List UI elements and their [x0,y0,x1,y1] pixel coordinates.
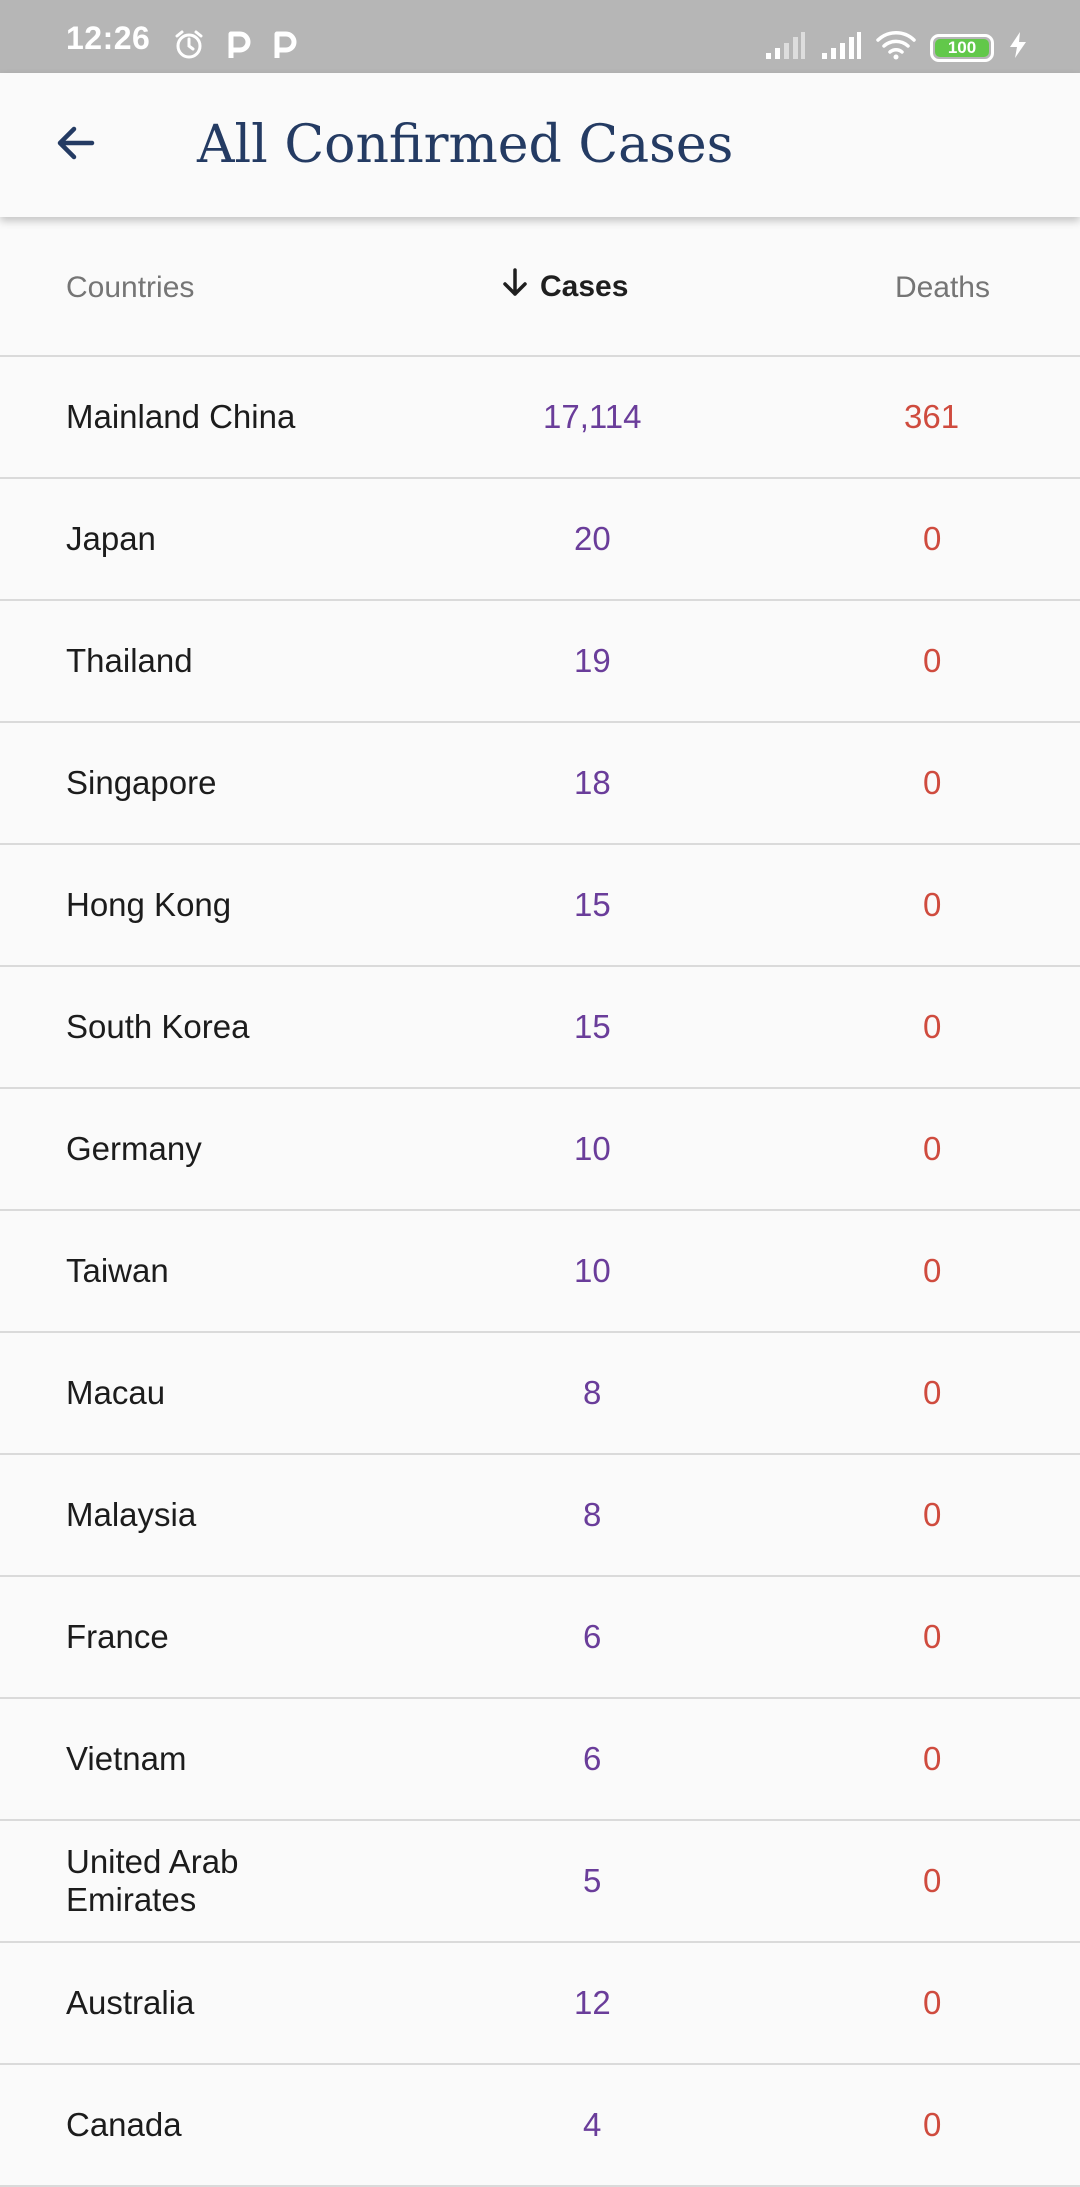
deaths-cell: 0 [923,520,942,557]
cases-cell: 4 [583,2106,602,2143]
deaths-cell: 0 [923,1618,942,1655]
table-header: Countries Cases Deaths [0,217,1080,357]
column-header-cases[interactable]: Cases [500,267,628,307]
p-notification-icon [224,30,252,65]
page-title: All Confirmed Cases [197,115,734,175]
country-cell: Japan [66,520,156,557]
deaths-cell: 0 [923,1008,942,1045]
deaths-cell: 0 [923,1984,942,2021]
table-row[interactable]: Taiwan 10 0 [0,1211,1080,1333]
status-left-icons [172,28,298,67]
table-row[interactable]: Canada 4 0 [0,2065,1080,2187]
arrow-back-icon [52,119,100,172]
deaths-cell: 361 [904,398,960,435]
deaths-cell: 0 [923,764,942,801]
arrow-down-icon [500,267,530,307]
wifi-icon [876,30,916,65]
country-cell: Mainland China [66,398,296,435]
deaths-cell: 0 [923,1740,942,1777]
battery-label: 100 [947,37,977,57]
cases-cell: 6 [583,1618,602,1655]
table-row[interactable]: Vietnam 6 0 [0,1699,1080,1821]
table-row[interactable]: Hong Kong 15 0 [0,845,1080,967]
deaths-cell: 0 [923,1374,942,1411]
cases-cell: 10 [574,1130,611,1167]
cases-cell: 19 [574,642,611,679]
table-row[interactable]: Australia 12 0 [0,1943,1080,2065]
country-cell: France [66,1618,169,1655]
table-row[interactable]: Macau 8 0 [0,1333,1080,1455]
deaths-cell: 0 [923,1130,942,1167]
signal-icon [820,31,862,64]
country-cell: Singapore [66,764,217,801]
country-cell: Taiwan [66,1252,169,1289]
signal-icon [764,31,806,64]
table-row[interactable]: Thailand 19 0 [0,601,1080,723]
cases-cell: 17,114 [543,398,642,435]
cases-cell: 6 [583,1740,602,1777]
deaths-cell: 0 [923,642,942,679]
column-header-countries[interactable]: Countries [66,271,195,304]
battery-icon: 100 [930,33,994,62]
country-cell: Vietnam [66,1740,187,1777]
back-button[interactable] [40,109,112,181]
country-cell: Canada [66,2106,182,2143]
cases-cell: 10 [574,1252,611,1289]
country-cell: United Arab Emirates [66,1843,239,1918]
country-cell: Macau [66,1374,166,1411]
cases-cell: 20 [574,520,611,557]
country-cell: Hong Kong [66,886,232,923]
table-row[interactable]: Mainland China 17,114 361 [0,357,1080,479]
country-cell: Australia [66,1984,195,2021]
table-row[interactable]: Japan 20 0 [0,479,1080,601]
cases-cell: 15 [574,886,611,923]
country-cell: Germany [66,1130,202,1167]
deaths-cell: 0 [923,886,942,923]
country-cell: Malaysia [66,1496,197,1533]
deaths-cell: 0 [923,1862,942,1899]
table-body: Mainland China 17,114 361 Japan 20 0 Thailand 1… [0,357,1080,2187]
cases-cell: 8 [583,1374,602,1411]
p-notification-icon [270,30,298,65]
column-header-cases-label: Cases [540,270,629,303]
cases-cell: 8 [583,1496,602,1533]
charging-bolt-icon [1008,31,1028,64]
cases-cell: 18 [574,764,611,801]
table-row[interactable]: France 6 0 [0,1577,1080,1699]
status-bar: 12:26 [0,0,1080,73]
table-row[interactable]: Germany 10 0 [0,1089,1080,1211]
cases-cell: 15 [574,1008,611,1045]
deaths-cell: 0 [923,2106,942,2143]
table-row[interactable]: Singapore 18 0 [0,723,1080,845]
table-row[interactable]: Malaysia 8 0 [0,1455,1080,1577]
table-row[interactable]: South Korea 15 0 [0,967,1080,1089]
country-cell: Thailand [66,642,193,679]
alarm-icon [172,28,206,67]
battery-fill [935,38,989,57]
deaths-cell: 0 [923,1252,942,1289]
cases-cell: 5 [583,1862,602,1899]
status-time: 12:26 [66,20,151,56]
column-header-deaths[interactable]: Deaths [894,271,990,304]
table-row[interactable]: United Arab Emirates 5 0 [0,1821,1080,1943]
app-bar: All Confirmed Cases [0,73,1080,217]
deaths-cell: 0 [923,1496,942,1533]
country-cell: South Korea [66,1008,250,1045]
status-right-icons: 100 [764,30,1028,65]
cases-cell: 12 [574,1984,611,2021]
